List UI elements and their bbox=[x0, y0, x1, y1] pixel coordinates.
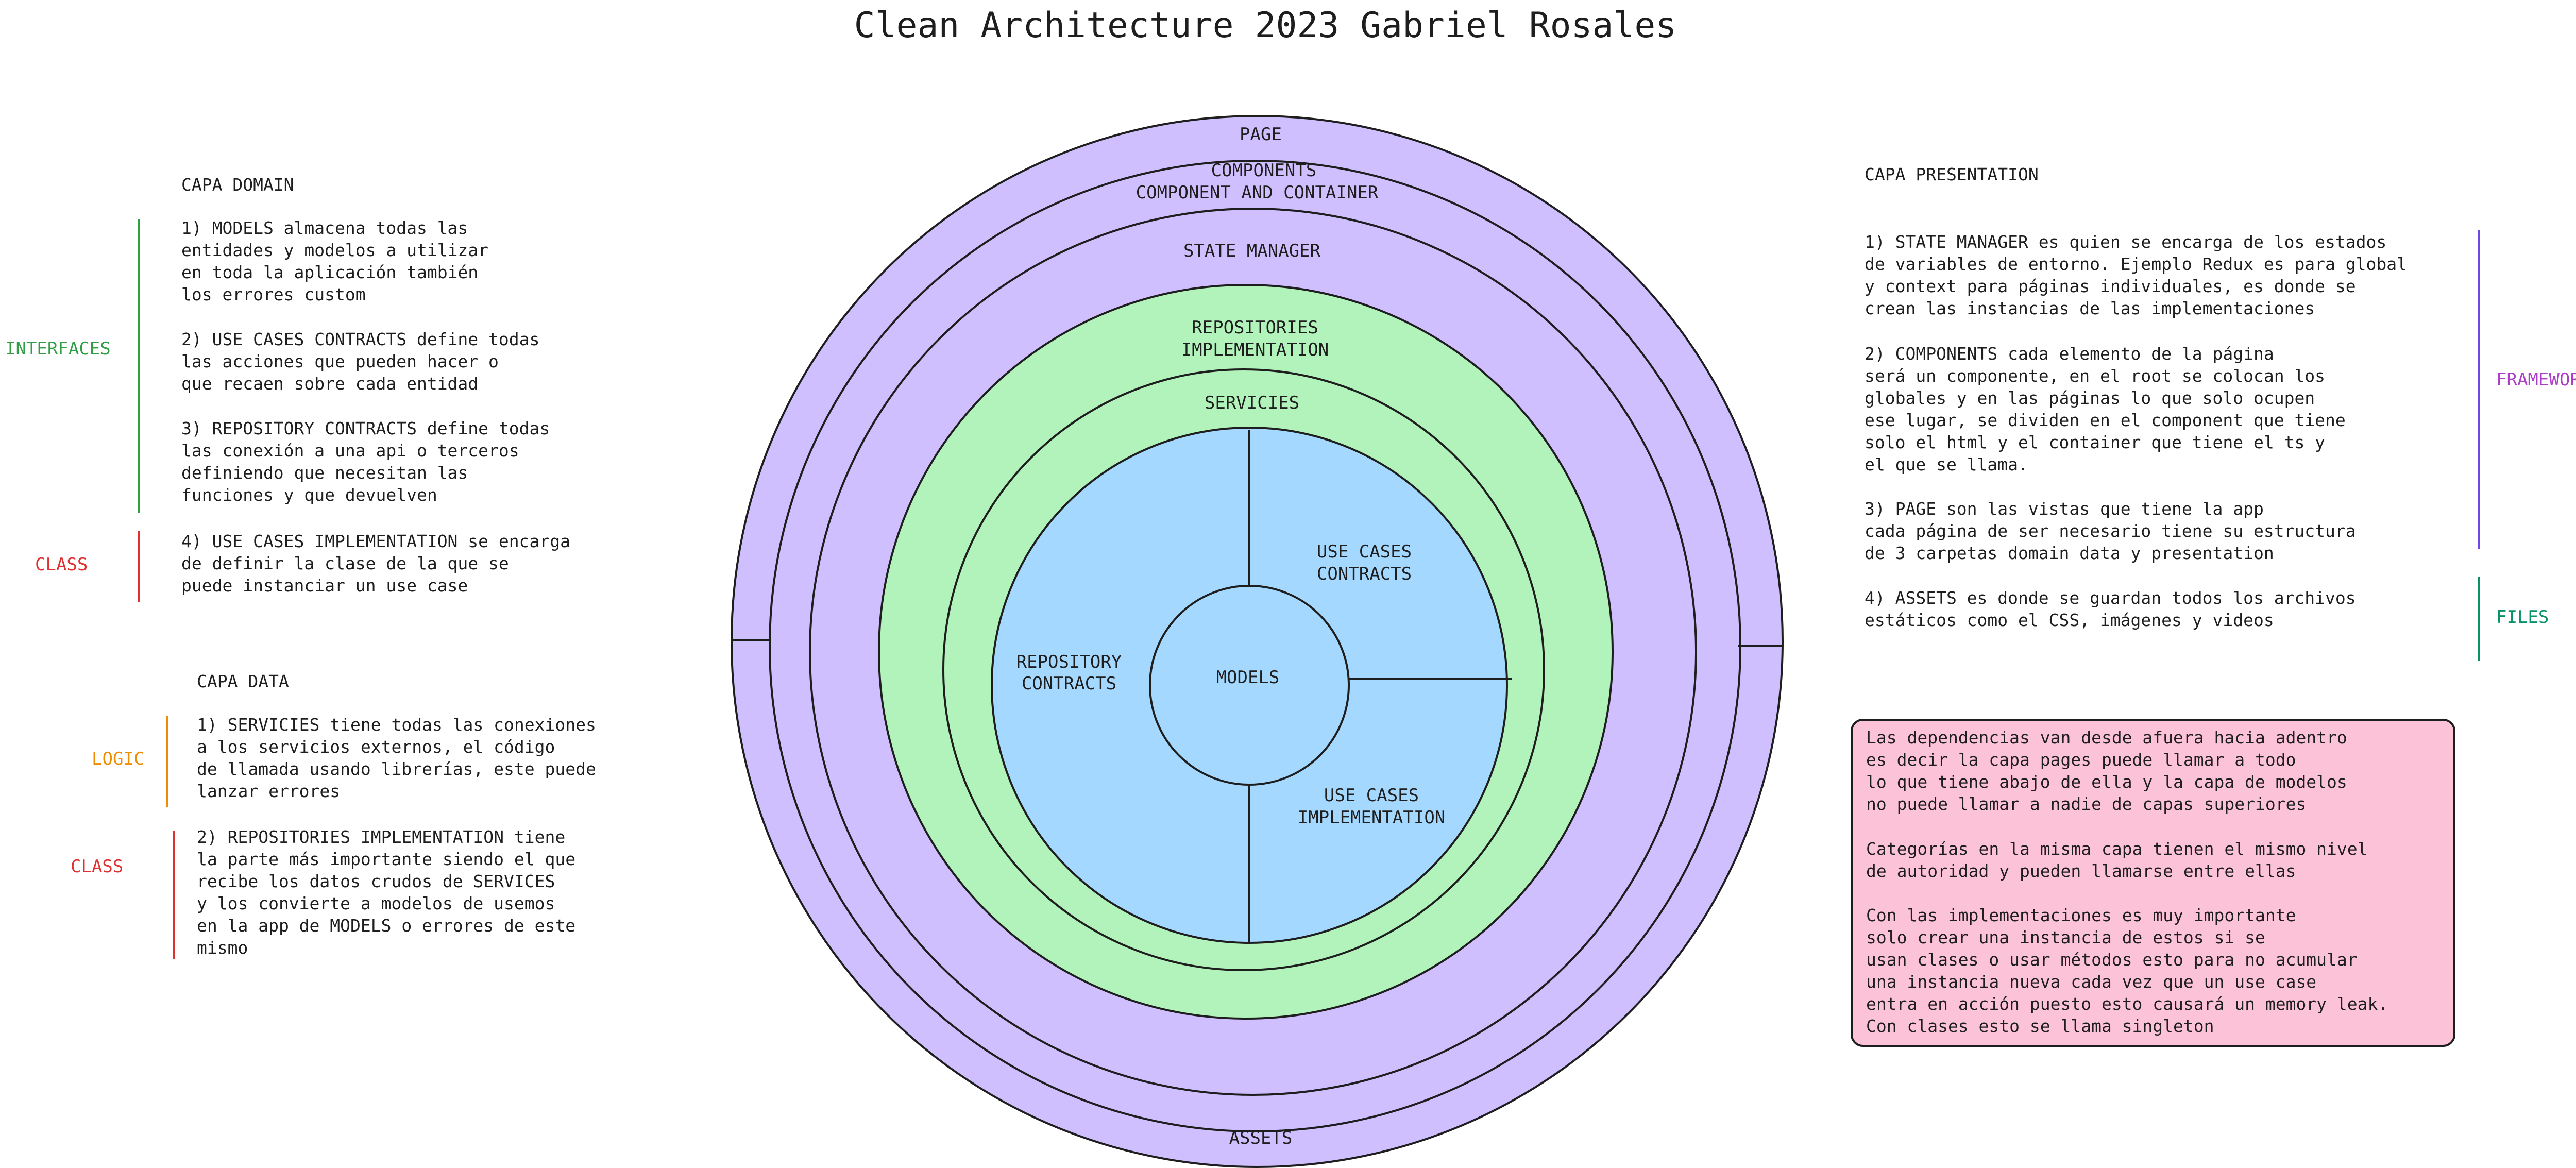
note-box bbox=[1851, 719, 2455, 1047]
ring-labels: PAGE COMPONENTS COMPONENT AND CONTAINER … bbox=[1016, 124, 1446, 1148]
domain-item-1: 1) MODELS almacena todas las entidades y… bbox=[181, 218, 560, 304]
data-item-1: 1) SERVICIES tiene todas las conexiones … bbox=[197, 715, 668, 801]
domain-item-2: 2) USE CASES CONTRACTS define todas las … bbox=[181, 329, 611, 394]
label-component-and-container: COMPONENT AND CONTAINER bbox=[1136, 182, 1379, 203]
capa-data: CAPA DATA 1) SERVICIES tiene todas las c… bbox=[71, 671, 668, 959]
label-repositories: REPOSITORIES bbox=[1192, 317, 1318, 338]
presentation-item-4: 4) ASSETS es donde se guardan todos los … bbox=[1865, 588, 2428, 630]
logic-tag: LOGIC bbox=[92, 749, 144, 769]
presentation-item-3: 3) PAGE son las vistas que tiene la app … bbox=[1865, 499, 2428, 563]
domain-item-4: 4) USE CASES IMPLEMENTATION se encarga d… bbox=[181, 531, 642, 596]
label-use-cases-impl-2: IMPLEMENTATION bbox=[1298, 807, 1446, 828]
label-repository-contracts-1: REPOSITORY bbox=[1016, 652, 1122, 672]
presentation-item-2: 2) COMPONENTS cada elemento de la página… bbox=[1865, 344, 2417, 475]
onion-diagram bbox=[731, 115, 1784, 1168]
note-paragraph-3: Con las implementaciones es muy importan… bbox=[1866, 905, 2460, 1036]
note-paragraph-2: Categorías en la misma capa tienen el mi… bbox=[1866, 839, 2439, 881]
label-page: PAGE bbox=[1240, 124, 1282, 145]
label-assets: ASSETS bbox=[1229, 1128, 1293, 1148]
dependency-note: Las dependencias van desde afuera hacia … bbox=[1851, 719, 2460, 1047]
label-use-cases-impl-1: USE CASES bbox=[1324, 785, 1419, 806]
label-components: COMPONENTS bbox=[1211, 160, 1317, 181]
label-use-cases-contracts-1: USE CASES bbox=[1317, 541, 1412, 562]
label-models: MODELS bbox=[1216, 667, 1280, 688]
presentation-item-1: 1) STATE MANAGER es quien se encarga de … bbox=[1865, 232, 2479, 318]
label-use-cases-contracts-2: CONTRACTS bbox=[1317, 564, 1412, 584]
files-tag: FILES bbox=[2496, 607, 2549, 628]
note-paragraph-1: Las dependencias van desde afuera hacia … bbox=[1866, 727, 2419, 814]
capa-domain: CAPA DOMAIN 1) MODELS almacena todas las… bbox=[5, 175, 642, 602]
data-item-2: 2) REPOSITORIES IMPLEMENTATION tiene la … bbox=[197, 827, 647, 958]
label-servicies: SERVICIES bbox=[1205, 393, 1299, 413]
domain-item-3: 3) REPOSITORY CONTRACTS define todas las… bbox=[181, 418, 621, 505]
interfaces-tag: INTERFACES bbox=[5, 338, 111, 359]
capa-domain-heading: CAPA DOMAIN bbox=[181, 175, 294, 195]
data-class-tag: CLASS bbox=[71, 856, 123, 877]
domain-class-tag: CLASS bbox=[35, 554, 88, 575]
label-implementation: IMPLEMENTATION bbox=[1181, 340, 1329, 360]
capa-presentation: CAPA PRESENTATION 1) STATE MANAGER es qu… bbox=[1865, 164, 2576, 661]
framework-tag: FRAMEWORK bbox=[2496, 369, 2576, 390]
label-repository-contracts-2: CONTRACTS bbox=[1022, 673, 1116, 694]
label-state-manager: STATE MANAGER bbox=[1183, 241, 1321, 261]
capa-data-heading: CAPA DATA bbox=[197, 671, 289, 691]
page-title: Clean Architecture 2023 Gabriel Rosales bbox=[854, 5, 1677, 46]
capa-presentation-heading: CAPA PRESENTATION bbox=[1865, 164, 2039, 184]
